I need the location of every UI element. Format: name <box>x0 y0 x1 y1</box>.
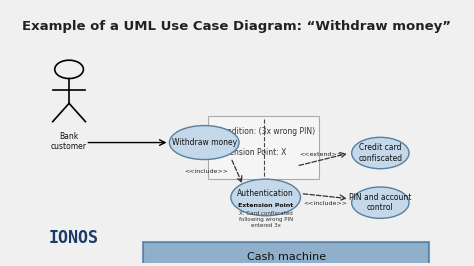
FancyBboxPatch shape <box>143 242 429 266</box>
Text: <<include>>: <<include>> <box>184 169 228 174</box>
Text: Bank
customer: Bank customer <box>51 132 87 152</box>
Text: Example of a UML Use Case Diagram: “Withdraw money”: Example of a UML Use Case Diagram: “With… <box>22 20 452 33</box>
Ellipse shape <box>352 137 409 169</box>
Ellipse shape <box>169 126 239 160</box>
Text: Credit card
confiscated: Credit card confiscated <box>358 143 402 163</box>
Text: X: Card confiscated
following wrong PIN
entered 3x: X: Card confiscated following wrong PIN … <box>238 211 293 228</box>
Text: Cash machine: Cash machine <box>246 252 326 262</box>
Text: IONOS: IONOS <box>49 229 99 247</box>
Text: <<include>>: <<include>> <box>303 201 347 206</box>
Text: <<extend>>: <<extend>> <box>300 152 342 157</box>
Ellipse shape <box>231 179 301 216</box>
Text: Withdraw money: Withdraw money <box>172 138 237 147</box>
Text: Extension Point: Extension Point <box>238 203 293 208</box>
Ellipse shape <box>352 187 409 218</box>
Text: Condition: (3x wrong PIN)

Extension Point: X: Condition: (3x wrong PIN) Extension Poin… <box>217 127 315 157</box>
Text: PIN and account
control: PIN and account control <box>349 193 411 212</box>
Text: Authentication: Authentication <box>237 189 294 198</box>
FancyBboxPatch shape <box>209 117 319 179</box>
